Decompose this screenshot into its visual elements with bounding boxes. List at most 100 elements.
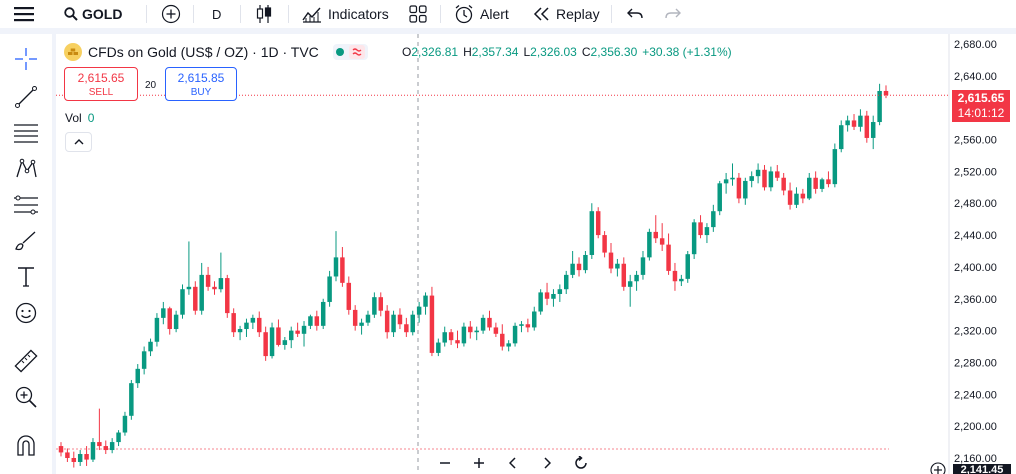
candle bbox=[781, 172, 786, 196]
replay-icon bbox=[533, 7, 549, 21]
candle-body bbox=[301, 325, 307, 334]
replay-button[interactable]: Replay bbox=[533, 0, 600, 28]
brush-icon[interactable] bbox=[11, 226, 41, 256]
ohlc-values: O 2,326.81 H 2,357.34 L 2,326.03 C 2,356.30 … bbox=[402, 45, 732, 59]
candle bbox=[301, 321, 307, 347]
candle-body bbox=[864, 115, 870, 138]
candle bbox=[615, 258, 620, 277]
candle-body bbox=[167, 308, 172, 330]
pattern-icon[interactable] bbox=[11, 154, 41, 184]
indicators-button[interactable]: Indicators bbox=[302, 0, 389, 28]
sell-button[interactable]: 2,615.65 SELL bbox=[64, 67, 138, 101]
top-toolbar: GOLD D Indicators Alert Replay bbox=[0, 0, 1016, 28]
undo-icon bbox=[627, 7, 643, 21]
candle bbox=[71, 451, 77, 468]
zoom-out-button[interactable] bbox=[428, 452, 462, 474]
trendline-icon[interactable] bbox=[11, 82, 41, 112]
candle bbox=[711, 204, 716, 232]
candle bbox=[659, 223, 665, 251]
candle bbox=[218, 252, 224, 293]
candle bbox=[199, 262, 204, 315]
candle-body bbox=[563, 274, 569, 290]
candle-body bbox=[269, 327, 275, 357]
symbol-label: GOLD bbox=[82, 6, 123, 22]
plus-icon bbox=[473, 457, 485, 469]
candle bbox=[851, 114, 857, 130]
candle-body bbox=[378, 297, 384, 311]
candle-body bbox=[755, 169, 761, 177]
candle bbox=[519, 321, 524, 333]
add-price-alert-button[interactable] bbox=[929, 462, 947, 474]
scroll-left-button[interactable] bbox=[496, 452, 530, 474]
candle-body bbox=[627, 281, 633, 287]
candle bbox=[826, 171, 831, 188]
redo-button[interactable] bbox=[665, 0, 681, 28]
alert-button[interactable]: Alert bbox=[454, 0, 509, 28]
crosshair-icon[interactable] bbox=[11, 44, 41, 74]
candle-body bbox=[372, 297, 377, 315]
candle-body bbox=[480, 317, 486, 331]
search-icon bbox=[64, 7, 78, 21]
chart-type-button[interactable] bbox=[256, 0, 272, 28]
interval-button[interactable]: D bbox=[212, 6, 222, 22]
candle bbox=[212, 281, 217, 295]
price-tick-label: 2,640.00 bbox=[954, 71, 997, 83]
undo-button[interactable] bbox=[627, 0, 643, 28]
candle bbox=[883, 85, 889, 99]
emoji-icon[interactable] bbox=[11, 298, 41, 328]
candle bbox=[404, 317, 409, 337]
candle-body bbox=[602, 235, 607, 253]
ruler-icon[interactable] bbox=[11, 346, 41, 376]
zoom-icon[interactable] bbox=[11, 382, 41, 412]
candle bbox=[775, 165, 780, 181]
candle bbox=[327, 270, 332, 307]
candle-body bbox=[736, 177, 742, 199]
text-icon[interactable] bbox=[11, 262, 41, 292]
compare-button[interactable] bbox=[161, 0, 181, 28]
layout-button[interactable] bbox=[409, 0, 427, 28]
candle bbox=[167, 306, 172, 335]
candle-body bbox=[544, 292, 550, 299]
candle-body bbox=[442, 332, 447, 343]
candle-body bbox=[487, 317, 492, 328]
zoom-in-button[interactable] bbox=[462, 452, 496, 474]
candle bbox=[570, 251, 575, 279]
current-price: 2,615.65 bbox=[957, 91, 1005, 105]
candle-body bbox=[410, 314, 415, 333]
candle bbox=[282, 336, 288, 350]
candle bbox=[487, 310, 492, 331]
buy-button[interactable]: 2,615.85 BUY bbox=[165, 67, 237, 101]
fib-icon[interactable] bbox=[11, 118, 41, 148]
candle-body bbox=[679, 278, 684, 282]
collapse-legend-button[interactable] bbox=[65, 132, 92, 152]
symbol-search[interactable]: GOLD bbox=[64, 0, 122, 28]
candle bbox=[698, 215, 703, 239]
reset-chart-button[interactable] bbox=[564, 452, 598, 474]
candle bbox=[122, 411, 128, 436]
candle bbox=[129, 379, 134, 420]
candle bbox=[365, 310, 371, 326]
layout-icon bbox=[409, 5, 427, 23]
candle-body bbox=[205, 274, 211, 287]
market-status-pill[interactable] bbox=[332, 44, 368, 60]
candle bbox=[288, 326, 294, 349]
price-tick-label: 2,680.00 bbox=[954, 39, 997, 51]
projection-icon[interactable] bbox=[11, 190, 41, 220]
scroll-right-button[interactable] bbox=[530, 452, 564, 474]
price-tick-label: 2,440.00 bbox=[954, 230, 997, 242]
sell-label: SELL bbox=[88, 86, 114, 98]
menu-icon[interactable] bbox=[14, 0, 34, 28]
candle bbox=[704, 223, 710, 244]
candle-body bbox=[762, 169, 767, 188]
candle bbox=[544, 282, 550, 306]
symbol-title[interactable]: CFDs on Gold (US$ / OZ) · 1D · TVC bbox=[88, 44, 319, 60]
candle-body bbox=[826, 179, 831, 185]
candle-body bbox=[282, 340, 288, 345]
candle-body bbox=[672, 270, 678, 282]
candle bbox=[679, 274, 684, 287]
toolbar-divider bbox=[146, 5, 147, 23]
magnet-icon[interactable] bbox=[11, 430, 41, 460]
candle bbox=[621, 257, 627, 291]
candle-body bbox=[698, 222, 703, 236]
candle bbox=[173, 310, 179, 333]
